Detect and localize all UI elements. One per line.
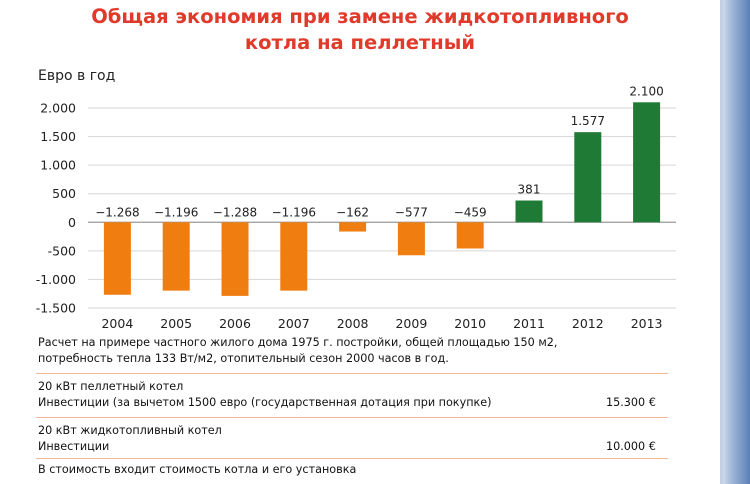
data-label: −1.268 [95, 205, 139, 219]
y-axis-label: Евро в год [38, 68, 115, 84]
bar [574, 132, 602, 223]
data-label: −1.196 [154, 205, 198, 219]
y-tick-label: 500 [52, 186, 76, 201]
separator-3 [36, 458, 668, 459]
data-label: 381 [518, 183, 541, 197]
x-tick-label: 2004 [101, 316, 133, 331]
bar [456, 222, 484, 249]
bar [339, 222, 367, 232]
x-tick-label: 2013 [631, 316, 663, 331]
oil-investment-label: Инвестиции [38, 440, 110, 453]
pellet-investment-value: 15.300 € [606, 396, 656, 409]
y-tick-label: -500 [48, 243, 76, 258]
x-tick-label: 2009 [395, 316, 427, 331]
data-label: −1.196 [272, 205, 316, 219]
x-tick-label: 2010 [454, 316, 486, 331]
y-axis-ticks: 2.000 1.500 1.000 500 0 -500 -1.000 -1.500 [36, 101, 76, 316]
oil-investment-value: 10.000 € [606, 440, 656, 453]
x-tick-label: 2011 [513, 316, 545, 331]
y-tick-label: 2.000 [40, 101, 76, 116]
bar [162, 222, 190, 291]
bar [103, 222, 131, 295]
x-tick-label: 2007 [278, 316, 310, 331]
data-label: −162 [336, 205, 369, 219]
x-axis-ticks: 2004 2005 2006 2007 2008 2009 2010 2011 2012 2013 [101, 316, 662, 331]
bar [633, 102, 661, 223]
savings-bar-chart: Евро в год 2.000 1.500 1.000 500 0 -500 -1.000… [36, 68, 676, 331]
y-tick-label: 1.000 [40, 158, 76, 173]
note-line-1: Расчет на примере частного жилого дома 1… [38, 336, 558, 349]
x-tick-label: 2005 [160, 316, 192, 331]
pellet-boiler-title: 20 кВт пеллетный котел [38, 380, 184, 393]
data-label: −577 [395, 205, 428, 219]
pellet-investment-label: Инвестиции (за вычетом 1500 евро (госуда… [38, 396, 492, 409]
title-line-1: Общая экономия при замене жидкотопливног… [91, 5, 629, 28]
data-label: −459 [454, 205, 487, 219]
slide-title: Общая экономия при замене жидкотопливног… [0, 4, 720, 56]
y-tick-label: 0 [68, 215, 76, 230]
x-tick-label: 2008 [337, 316, 369, 331]
data-label: 2.100 [629, 84, 663, 98]
note-line-2: потребность тепла 133 Вт/м2, отопительны… [38, 352, 449, 365]
bars [103, 102, 661, 296]
side-decoration [720, 0, 750, 484]
y-tick-label: -1.000 [36, 272, 76, 287]
data-labels: −1.268 −1.196 −1.288 −1.196 −162 −577 −459 381 1… [95, 84, 664, 219]
footer-note: В стоимость входит стоимость котла и его… [38, 463, 357, 476]
y-tick-label: 1.500 [40, 129, 76, 144]
title-line-2: котла на пеллетный [244, 31, 476, 54]
data-label: −1.288 [213, 205, 257, 219]
bar [515, 200, 543, 223]
separator-2 [36, 417, 668, 418]
bar [221, 222, 249, 296]
separator-1 [36, 373, 668, 374]
bar [397, 222, 425, 256]
y-tick-label: -1.500 [36, 301, 76, 316]
slide: Общая экономия при замене жидкотопливног… [0, 4, 720, 476]
x-tick-label: 2012 [572, 316, 604, 331]
x-tick-label: 2006 [219, 316, 251, 331]
bar [280, 222, 308, 291]
data-label: 1.577 [571, 114, 605, 128]
oil-boiler-title: 20 кВт жидкотопливный котел [38, 424, 222, 437]
